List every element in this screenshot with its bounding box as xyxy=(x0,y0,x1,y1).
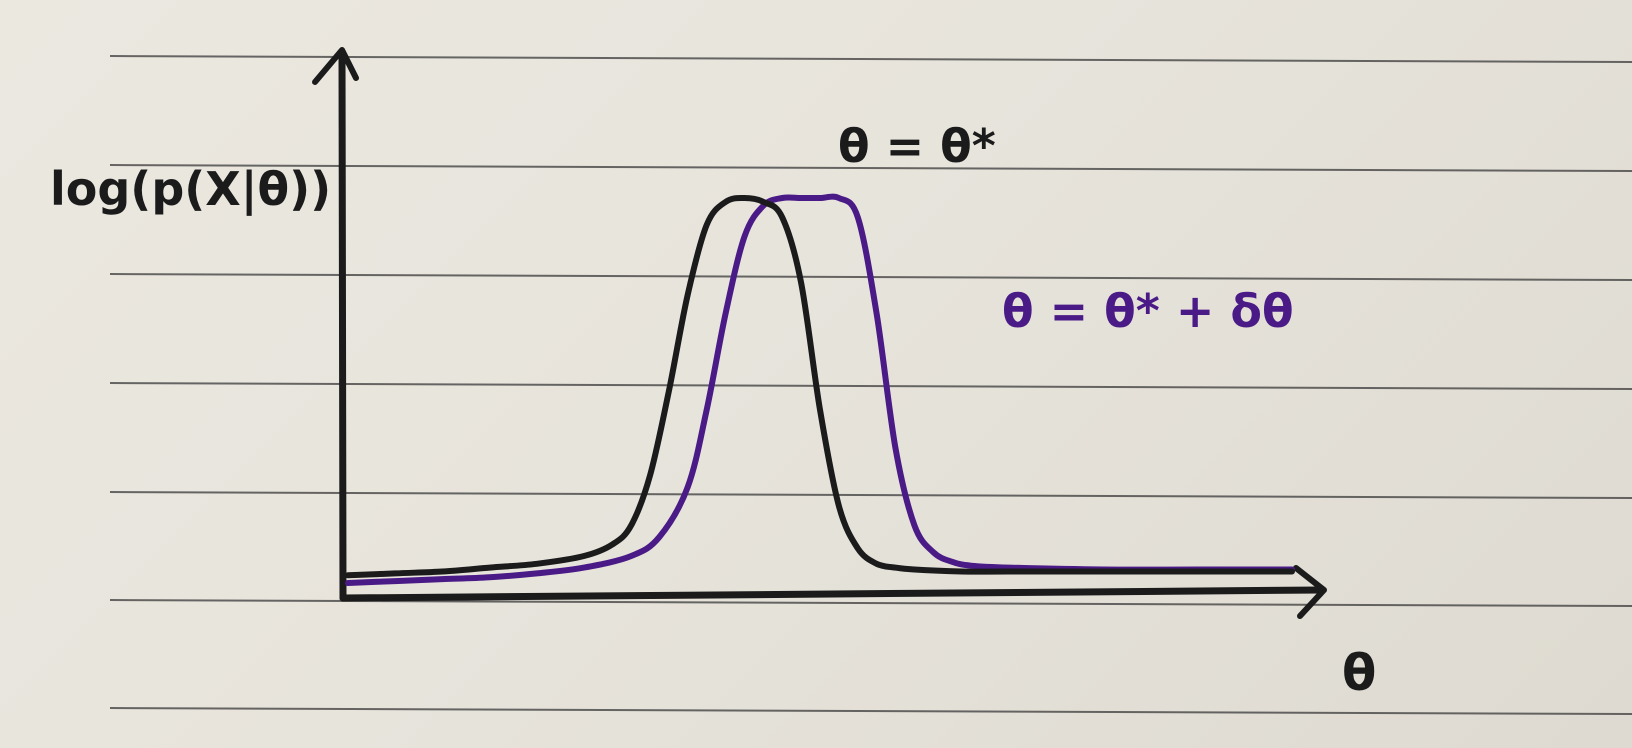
y-axis xyxy=(338,48,347,602)
ruled-line xyxy=(109,164,1632,172)
axes xyxy=(312,47,1327,619)
curves xyxy=(345,193,1295,586)
y-axis-label: log(p(X|θ)) xyxy=(50,162,331,217)
labels: log(p(X|θ)) θ θ = θ* θ = θ* + δθ xyxy=(50,119,1376,702)
series-line-theta-star-plus-delta xyxy=(345,193,1295,586)
x-axis xyxy=(339,586,1326,602)
y-axis-arrowhead xyxy=(312,47,359,85)
x-axis-label: θ xyxy=(1342,644,1376,702)
ruled-line xyxy=(109,55,1632,63)
x-axis-arrowhead xyxy=(1293,565,1327,619)
series-label-theta-star: θ = θ* xyxy=(838,119,996,173)
series-label-theta-star-plus-delta: θ = θ* + δθ xyxy=(1002,284,1294,338)
ruled-line xyxy=(109,707,1632,715)
ruled-line xyxy=(109,382,1632,390)
ruled-line xyxy=(109,599,1632,607)
ruled-line xyxy=(109,491,1632,499)
series-line-theta-star xyxy=(345,194,1295,579)
